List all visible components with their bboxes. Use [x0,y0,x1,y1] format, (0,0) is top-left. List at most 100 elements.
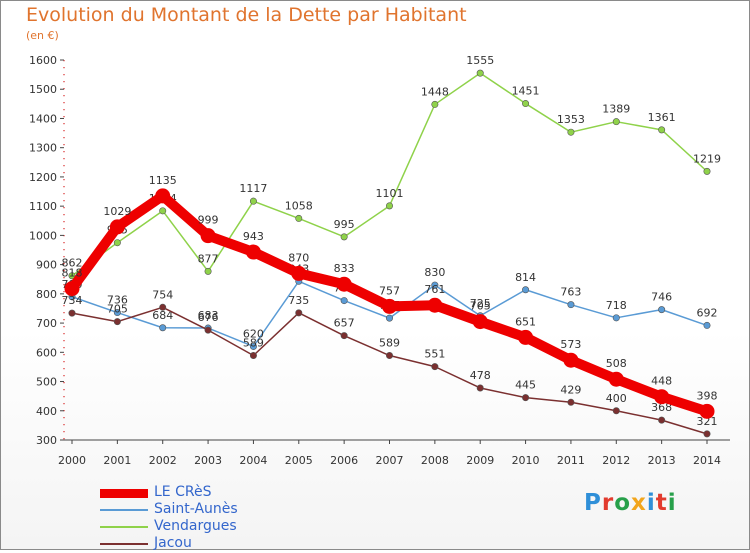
data-point-vendargues [249,197,257,205]
data-label-le-cres: 1135 [149,174,177,187]
x-tick-label: 2001 [103,454,131,467]
data-point-le-cres [608,371,624,387]
data-label-vendargues: 1219 [693,152,721,165]
legend-swatch [100,543,148,545]
legend-label: Saint-Aunès [154,501,238,517]
data-point-vendargues [567,128,575,136]
y-tick-label: 1000 [29,229,57,242]
data-point-le-cres [109,219,125,235]
data-point-le-cres [336,276,352,292]
data-label-le-cres: 818 [62,267,83,280]
x-tick-label: 2012 [602,454,630,467]
data-label-jacou: 734 [62,294,83,307]
data-label-saint-aunes: 830 [424,266,445,279]
data-label-le-cres: 448 [651,375,672,388]
data-label-saint-aunes: 725 [470,297,491,310]
data-label-jacou: 589 [379,337,400,350]
data-label-saint-aunes: 718 [606,299,627,312]
data-label-jacou: 735 [288,294,309,307]
y-tick-label: 900 [36,259,57,272]
data-label-vendargues: 877 [198,252,219,265]
data-label-le-cres: 398 [697,389,718,402]
legend-label: LE CRèS [154,484,212,500]
data-label-le-cres: 761 [424,283,445,296]
data-label-jacou: 589 [243,337,264,350]
data-label-le-cres: 833 [334,262,355,275]
legend-label: Jacou [154,535,192,551]
data-label-vendargues: 1117 [239,182,267,195]
chart-legend: LE CRèS Saint-Aunès Vendargues Jacou [100,484,320,553]
data-label-le-cres: 705 [470,300,491,313]
data-label-jacou: 478 [470,369,491,382]
data-point-vendargues [522,100,530,108]
legend-swatch [100,526,148,528]
logo-letter: i [667,490,677,516]
data-point-jacou [249,352,257,360]
legend-item: Jacou [100,535,320,553]
data-point-vendargues [703,167,711,175]
legend-swatch [100,509,148,511]
y-tick-label: 500 [36,376,57,389]
data-point-jacou [295,309,303,317]
data-point-le-cres [200,228,216,244]
x-tick-label: 2014 [693,454,721,467]
data-label-vendargues: 1389 [602,103,630,116]
legend-item: Vendargues [100,518,320,536]
data-label-le-cres: 1029 [103,205,131,218]
data-label-le-cres: 508 [606,357,627,370]
y-tick-label: 300 [36,434,57,447]
x-tick-label: 2000 [58,454,86,467]
data-label-jacou: 657 [334,317,355,330]
data-label-saint-aunes: 746 [651,291,672,304]
data-label-le-cres: 999 [198,214,219,227]
data-point-le-cres [518,329,534,345]
data-point-saint-aunes [567,301,575,309]
data-point-vendargues [113,239,121,247]
data-point-vendargues [204,267,212,275]
data-point-jacou [567,398,575,406]
legend-item: Saint-Aunès [100,501,320,519]
data-label-vendargues: 1101 [376,187,404,200]
x-tick-label: 2007 [376,454,404,467]
data-point-jacou [522,394,530,402]
y-tick-label: 1100 [29,200,57,213]
data-label-vendargues: 1058 [285,199,313,212]
logo-letter: r [601,490,615,516]
logo-letter: t [655,490,668,516]
data-point-jacou [159,303,167,311]
x-tick-label: 2005 [285,454,313,467]
x-tick-label: 2010 [512,454,540,467]
logo-letter: i [646,490,656,516]
legend-item: LE CRèS [100,484,320,502]
data-point-jacou [385,352,393,360]
data-label-jacou: 321 [697,415,718,428]
data-point-le-cres [427,297,443,313]
data-point-le-cres [291,265,307,281]
data-point-le-cres [245,244,261,260]
y-tick-label: 1500 [29,83,57,96]
data-point-le-cres [472,314,488,330]
data-label-vendargues: 1555 [466,54,494,67]
data-point-jacou [612,407,620,415]
data-label-saint-aunes: 684 [152,309,173,322]
data-point-jacou [113,318,121,326]
chart-title: Evolution du Montant de la Dette par Hab… [26,4,467,26]
data-point-saint-aunes [385,314,393,322]
data-point-saint-aunes [522,286,530,294]
y-tick-label: 1400 [29,112,57,125]
x-tick-label: 2011 [557,454,585,467]
data-point-jacou [68,309,76,317]
data-point-saint-aunes [658,306,666,314]
data-point-saint-aunes [340,297,348,305]
legend-label: Vendargues [154,518,237,534]
series-line-jacou [71,306,708,435]
data-point-jacou [703,430,711,438]
data-point-jacou [340,332,348,340]
data-label-le-cres: 757 [379,284,400,297]
x-tick-label: 2008 [421,454,449,467]
x-tick-label: 2006 [330,454,358,467]
data-label-vendargues: 1448 [421,85,449,98]
data-point-jacou [658,416,666,424]
logo-letter: x [631,490,647,516]
